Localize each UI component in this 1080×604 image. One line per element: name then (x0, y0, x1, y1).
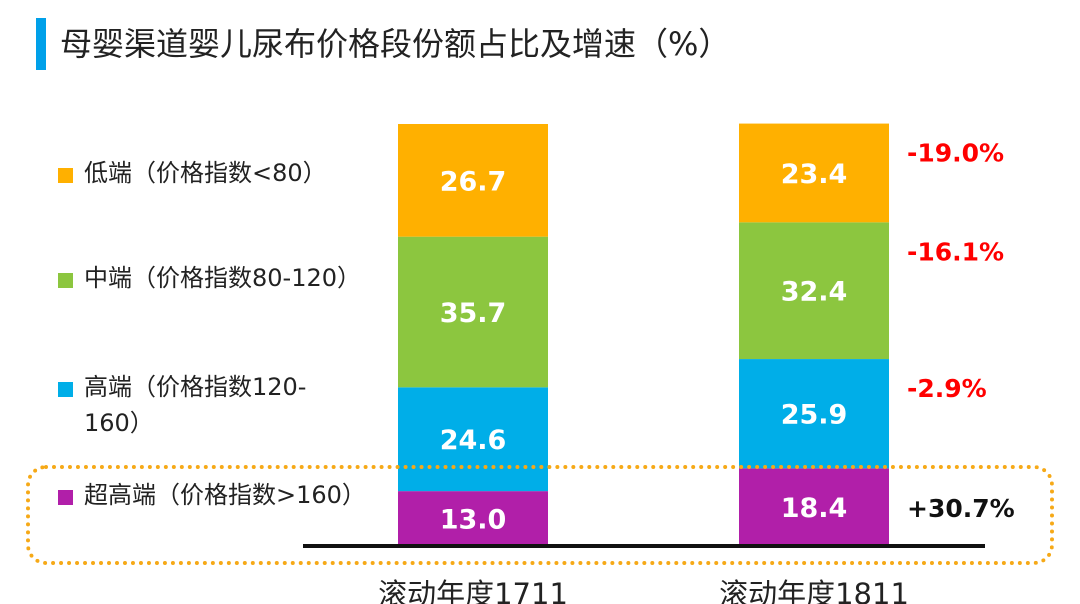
legend-label-low: 低端（价格指数<80） (84, 159, 327, 187)
data-label: 35.7 (440, 298, 507, 329)
bar-segment (739, 468, 889, 546)
data-label: 13.0 (440, 505, 507, 536)
legend-label-mid: 中端（价格指数80-120） (84, 264, 362, 292)
data-label: 24.6 (440, 425, 507, 456)
data-label: 32.4 (781, 277, 848, 308)
data-label: 23.4 (781, 159, 848, 190)
legend-label-high: 高端（价格指数120-160） (84, 373, 307, 437)
bar-segment (398, 124, 548, 237)
legend-swatch-mid (58, 273, 73, 288)
data-label: 25.9 (781, 400, 848, 431)
legend-swatch-premium (58, 490, 73, 505)
x-tick-label: 滚动年度1711 (378, 577, 568, 604)
legend-label-premium: 超高端（价格指数>160） (84, 481, 366, 509)
bar-segment (739, 359, 889, 469)
bar-segment (398, 387, 548, 492)
legend-swatch-low (58, 168, 73, 183)
bar-segment (398, 491, 548, 546)
x-tick-label: 滚动年度1811 (719, 577, 909, 604)
premium-highlight-box (26, 465, 1054, 565)
bar-segment (739, 123, 889, 223)
growth-label: -19.0% (907, 139, 1004, 168)
growth-label: -16.1% (907, 237, 1004, 266)
growth-label: +30.7% (907, 494, 1015, 523)
data-label: 26.7 (440, 166, 507, 197)
growth-label: -2.9% (907, 374, 987, 403)
legend-swatch-high (58, 382, 73, 397)
chart-title: 母婴渠道婴儿尿布价格段份额占比及增速（%） (60, 25, 731, 63)
title-accent-bar (36, 18, 46, 70)
bar-segment (739, 222, 889, 360)
bar-segment (398, 236, 548, 388)
data-label: 18.4 (781, 493, 848, 524)
